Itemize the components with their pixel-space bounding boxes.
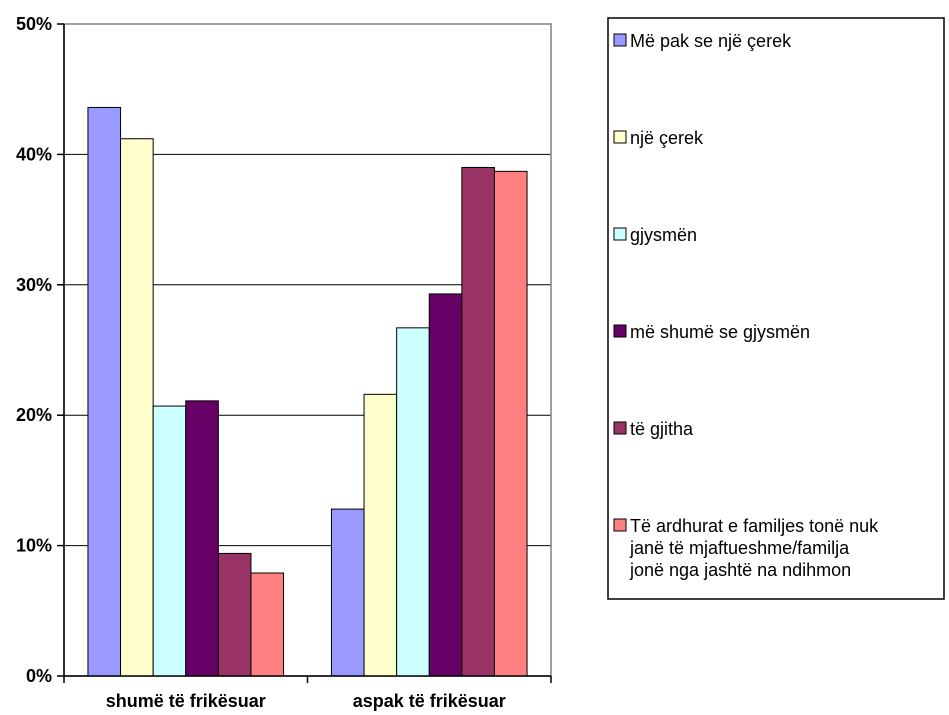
y-tick-label: 20%: [16, 405, 52, 425]
legend-swatch: [613, 421, 627, 435]
legend-swatch: [613, 518, 627, 532]
x-axis-ticks: [63, 676, 552, 683]
x-category-label: aspak të frikësuar: [353, 691, 506, 711]
bar: [87, 106, 122, 677]
bar: [152, 405, 187, 677]
legend-label: jonë nga jashtë na ndihmon: [629, 560, 851, 580]
x-category-label: shumë të frikësuar: [106, 691, 266, 711]
y-tick-label: 10%: [16, 536, 52, 556]
y-tick-label: 40%: [16, 144, 52, 164]
bar: [428, 293, 463, 677]
y-tick-label: 30%: [16, 275, 52, 295]
legend-swatch: [613, 227, 627, 241]
legend-label: të gjitha: [630, 419, 694, 439]
bar: [250, 572, 285, 677]
bars: [87, 106, 528, 677]
bar: [493, 170, 528, 677]
legend-label: një çerek: [630, 128, 704, 148]
legend-label: Të ardhurat e familjes tonë nuk: [630, 516, 879, 536]
y-tick-label: 0%: [26, 666, 52, 686]
legend-label: gjysmën: [630, 225, 697, 245]
bar: [363, 393, 398, 677]
legend-items: Më pak se një çerek një çerek gjysmën më sh…: [613, 31, 879, 580]
legend-swatch: [613, 324, 627, 338]
bar: [217, 552, 252, 677]
y-axis-ticks: 0% 10% 20% 30% 40% 50%: [16, 14, 64, 686]
legend: [607, 17, 945, 600]
y-tick-label: 50%: [16, 14, 52, 34]
legend-label: janë të mjaftueshme/familja: [629, 538, 850, 558]
bar: [120, 138, 154, 677]
legend-label: Më pak se një çerek: [630, 31, 792, 51]
legend-label: më shumë se gjysmën: [630, 322, 810, 342]
bar: [330, 508, 365, 677]
bar: [185, 400, 219, 677]
legend-swatch: [613, 33, 627, 47]
bar: [396, 327, 430, 677]
bar: [461, 166, 495, 677]
x-axis-categories: shumë të frikësuar aspak të frikësuar: [106, 691, 506, 711]
legend-swatch: [613, 130, 627, 144]
